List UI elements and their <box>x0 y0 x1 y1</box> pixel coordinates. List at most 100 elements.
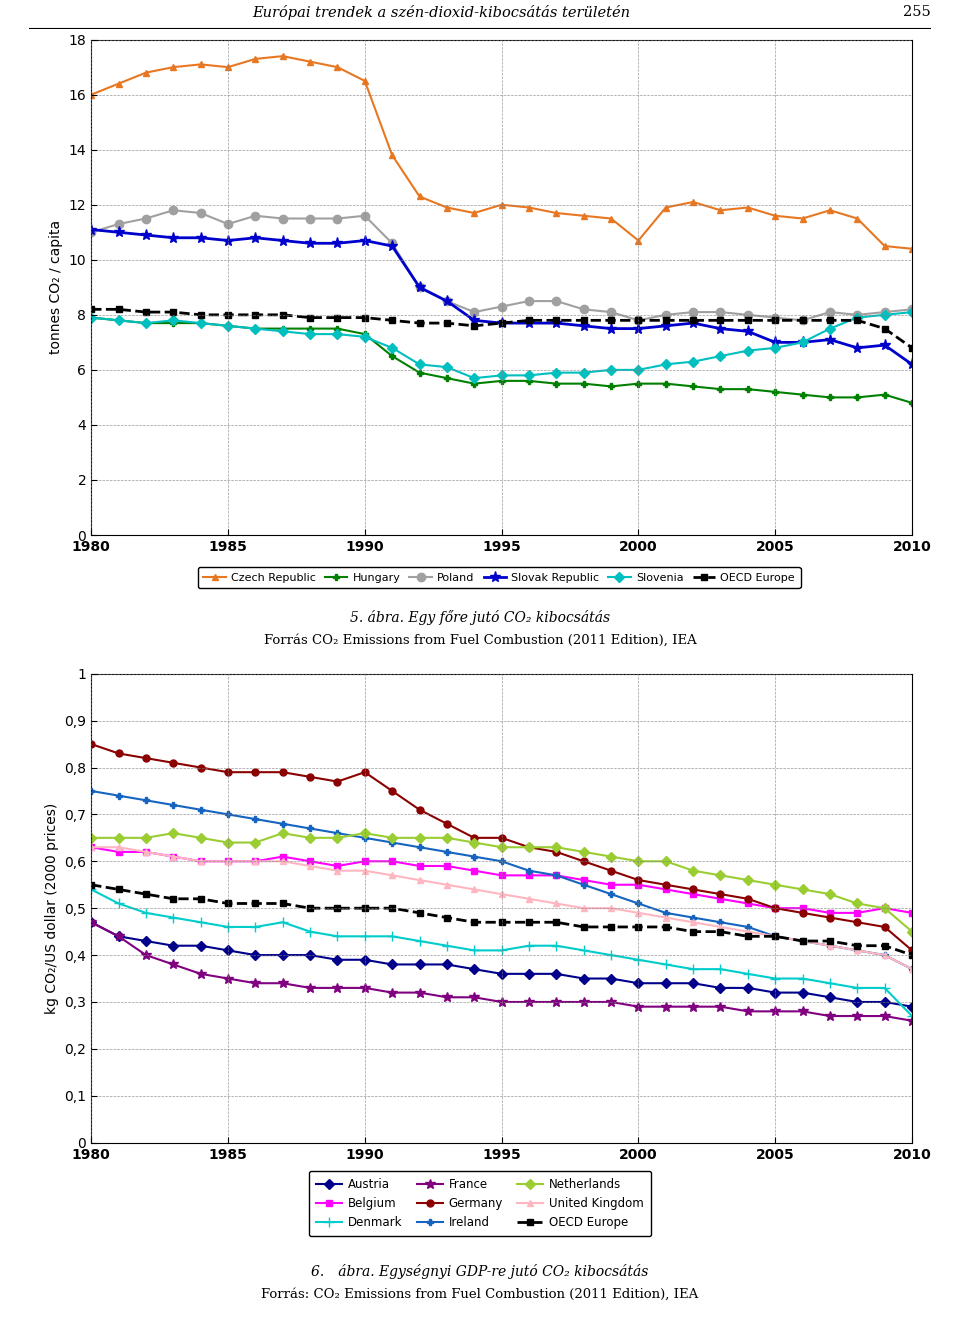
Denmark <box>167 910 179 926</box>
OECD Europe <box>468 914 480 930</box>
Denmark <box>550 938 562 954</box>
Slovak Republic <box>606 321 617 337</box>
Belgium <box>523 868 535 884</box>
OECD Europe <box>222 896 234 911</box>
OECD Europe <box>878 321 890 337</box>
Denmark <box>878 980 890 996</box>
OECD Europe <box>769 313 780 329</box>
Netherlands <box>878 901 890 917</box>
Denmark <box>797 971 808 987</box>
OECD Europe <box>633 313 644 329</box>
OECD Europe <box>277 896 289 911</box>
Poland <box>687 304 699 320</box>
Slovak Republic <box>441 293 452 309</box>
Hungary <box>167 316 179 332</box>
Belgium <box>606 877 617 893</box>
United Kingdom <box>742 923 754 939</box>
Slovak Republic <box>387 238 398 254</box>
Germany <box>523 839 535 855</box>
OECD Europe <box>167 890 179 906</box>
Netherlands <box>715 868 727 884</box>
Austria <box>769 984 780 1000</box>
Austria <box>332 952 344 968</box>
OECD Europe <box>359 309 371 325</box>
Slovenia <box>387 339 398 355</box>
OECD Europe <box>441 910 452 926</box>
Germany <box>414 802 425 818</box>
Hungary <box>550 375 562 391</box>
OECD Europe <box>387 901 398 917</box>
Netherlands <box>140 830 152 845</box>
Belgium <box>660 881 672 897</box>
OECD Europe <box>797 313 808 329</box>
Denmark <box>140 905 152 921</box>
France <box>606 995 617 1011</box>
Slovenia <box>495 367 507 383</box>
Czech Republic <box>495 197 507 213</box>
OECD Europe <box>195 890 206 906</box>
Germany <box>769 901 780 917</box>
Poland <box>332 210 344 226</box>
Slovenia <box>633 362 644 378</box>
OECD Europe <box>112 881 124 897</box>
Legend: Czech Republic, Hungary, Poland, Slovak Republic, Slovenia, OECD Europe: Czech Republic, Hungary, Poland, Slovak … <box>198 567 801 588</box>
Slovenia <box>852 309 863 325</box>
Line: OECD Europe: OECD Europe <box>88 882 915 958</box>
Line: Slovak Republic: Slovak Republic <box>85 225 918 370</box>
Netherlands <box>687 863 699 878</box>
Germany <box>550 844 562 860</box>
Slovenia <box>715 349 727 365</box>
Germany <box>797 905 808 921</box>
Slovenia <box>195 316 206 332</box>
Denmark <box>687 962 699 978</box>
Denmark <box>85 881 97 897</box>
Czech Republic <box>304 54 316 70</box>
Czech Republic <box>742 199 754 215</box>
OECD Europe <box>852 938 863 954</box>
Slovenia <box>769 339 780 355</box>
Belgium <box>797 901 808 917</box>
OECD Europe <box>633 919 644 935</box>
Hungary <box>878 387 890 403</box>
Hungary <box>852 390 863 406</box>
OECD Europe <box>112 301 124 317</box>
Netherlands <box>250 835 261 851</box>
Line: Germany: Germany <box>87 741 916 954</box>
Belgium <box>578 872 589 888</box>
United Kingdom <box>715 919 727 935</box>
Ireland <box>769 929 780 945</box>
Slovak Republic <box>359 232 371 248</box>
Czech Republic <box>660 199 672 215</box>
Germany <box>878 919 890 935</box>
Slovak Republic <box>824 332 835 347</box>
France <box>332 980 344 996</box>
Austria <box>606 971 617 987</box>
Netherlands <box>578 844 589 860</box>
United Kingdom <box>660 910 672 926</box>
Ireland <box>742 919 754 935</box>
Slovak Republic <box>332 235 344 251</box>
Germany <box>715 886 727 902</box>
OECD Europe <box>523 313 535 329</box>
Ireland <box>715 914 727 930</box>
Slovenia <box>222 318 234 334</box>
France <box>167 956 179 972</box>
Belgium <box>85 839 97 855</box>
OECD Europe <box>441 316 452 332</box>
Denmark <box>359 929 371 945</box>
France <box>523 995 535 1011</box>
United Kingdom <box>195 853 206 869</box>
Belgium <box>878 901 890 917</box>
Poland <box>140 210 152 226</box>
Slovenia <box>660 357 672 373</box>
OECD Europe <box>140 304 152 320</box>
Austria <box>250 947 261 963</box>
Czech Republic <box>687 194 699 210</box>
Austria <box>167 938 179 954</box>
Netherlands <box>332 830 344 845</box>
Line: Ireland: Ireland <box>87 787 916 972</box>
Hungary <box>633 375 644 391</box>
Austria <box>715 980 727 996</box>
Hungary <box>715 382 727 398</box>
Poland <box>824 304 835 320</box>
